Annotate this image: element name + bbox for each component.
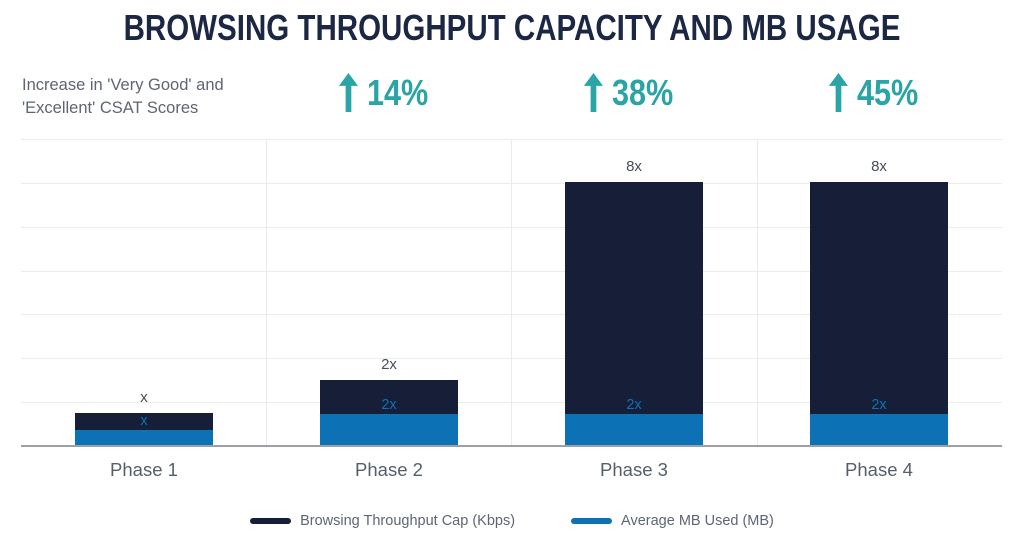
csat-increase-phase2: 14% <box>338 71 439 113</box>
up-arrow-icon <box>828 73 848 112</box>
bar-group-phase-4: 8x 2x Phase 4 <box>810 139 948 480</box>
mb-legend-label: Average MB Used (MB) <box>621 513 774 529</box>
throughput-cap-value-label: 8x <box>626 158 642 175</box>
mb-used-bar <box>75 430 213 446</box>
chart-title: BROWSING THROUGHPUT CAPACITY AND MB USAG… <box>123 7 901 48</box>
throughput-cap-value-label: 8x <box>871 158 887 175</box>
throughput-cap-bar <box>810 182 948 446</box>
legend-item-throughput: Browsing Throughput Cap (Kbps) <box>250 513 515 529</box>
bar-group-phase-2: 2x 2x Phase 2 <box>320 139 458 480</box>
csat-caption: Increase in 'Very Good' and 'Excellent' … <box>22 74 224 120</box>
csat-caption-line2: 'Excellent' CSAT Scores <box>22 99 199 117</box>
mb-used-bar <box>810 414 948 446</box>
vertical-gridline <box>757 139 758 446</box>
csat-increase-value: 38% <box>611 71 674 113</box>
up-arrow-icon <box>338 73 358 112</box>
csat-caption-line1: Increase in 'Very Good' and <box>22 76 224 94</box>
csat-increase-phase3: 38% <box>583 71 684 113</box>
bar-group-phase-3: 8x 2x Phase 3 <box>565 139 703 480</box>
legend: Browsing Throughput Cap (Kbps) Average M… <box>0 513 1024 529</box>
throughput-legend-label: Browsing Throughput Cap (Kbps) <box>300 513 516 529</box>
up-arrow-icon <box>583 73 603 112</box>
x-axis-label-phase-2: Phase 2 <box>355 459 423 480</box>
throughput-cap-bar <box>565 182 703 446</box>
vertical-gridline <box>266 139 267 446</box>
mb-used-value-label: 2x <box>381 396 397 413</box>
mb-used-value-label: 2x <box>626 396 642 413</box>
mb-used-value-label: x <box>140 412 148 429</box>
mb-used-bar <box>320 414 458 446</box>
mb-used-bar <box>565 414 703 446</box>
bar-group-phase-1: x x Phase 1 <box>75 139 213 480</box>
vertical-gridline <box>511 139 512 446</box>
x-axis-line <box>21 445 1002 447</box>
csat-increase-value: 14% <box>366 71 429 113</box>
csat-increase-value: 45% <box>856 71 919 113</box>
throughput-cap-value-label: x <box>140 389 148 406</box>
x-axis-label-phase-3: Phase 3 <box>600 459 668 480</box>
legend-item-mb: Average MB Used (MB) <box>571 513 774 529</box>
mb-used-value-label: 2x <box>871 396 887 413</box>
bar-chart: x x Phase 1 2x 2x Phase 2 8x 2x Phase 3 … <box>21 139 1002 480</box>
x-axis-label-phase-1: Phase 1 <box>110 459 178 480</box>
csat-increase-phase4: 45% <box>828 71 929 113</box>
throughput-cap-value-label: 2x <box>381 356 397 373</box>
x-axis-label-phase-4: Phase 4 <box>845 459 913 480</box>
mb-legend-swatch <box>571 518 613 524</box>
throughput-legend-swatch <box>250 518 292 524</box>
